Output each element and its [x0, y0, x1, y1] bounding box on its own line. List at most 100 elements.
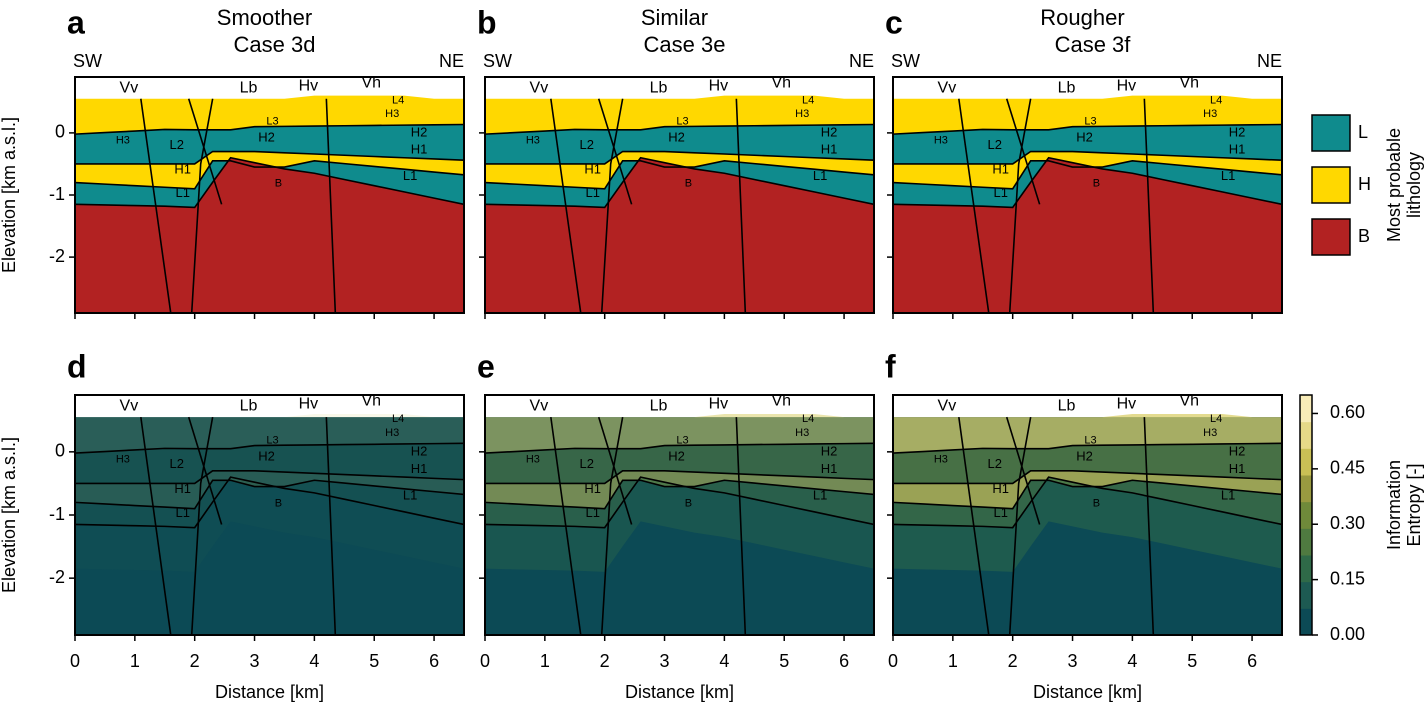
fault [735, 98, 747, 313]
fault [325, 417, 337, 635]
unit-label: B [1093, 178, 1100, 190]
x-tick-label: 3 [250, 651, 260, 671]
y-tick-label: -2 [49, 567, 65, 587]
panel-subtitle: Case 3f [1055, 32, 1132, 57]
panel-letter: d [67, 348, 87, 384]
unit-label: L3 [676, 434, 688, 446]
fault [597, 98, 633, 205]
colorbar-step [1300, 395, 1312, 423]
fault [1008, 416, 1032, 635]
unit-label: L2 [170, 456, 184, 471]
colorbar-tick-label: 0.30 [1330, 513, 1365, 533]
x-tick-label: 5 [1187, 651, 1197, 671]
unit-label: H3 [116, 134, 130, 146]
unit-label: L4 [1210, 413, 1222, 425]
fault [187, 416, 223, 525]
unit-label: Hv [299, 78, 319, 95]
unit-label: B [685, 178, 692, 190]
fault [735, 417, 747, 635]
entropy-band [485, 477, 874, 528]
panel-letter: a [67, 4, 85, 40]
colorbar-label: Entropy [-] [1404, 463, 1424, 546]
unit-label: H3 [385, 427, 399, 439]
unit-label: H1 [411, 461, 428, 476]
unit-label: L2 [580, 456, 594, 471]
y-axis-label: Elevation [km a.s.l.] [0, 437, 19, 593]
unit-label: H3 [795, 108, 809, 120]
fault [958, 416, 990, 635]
unit-label: H3 [795, 427, 809, 439]
x-tick-label: 2 [190, 651, 200, 671]
unit-label: L1 [993, 505, 1007, 520]
unit-label: L2 [170, 137, 184, 152]
legend-title: lithology [1404, 152, 1424, 218]
unit-label: H2 [1229, 443, 1246, 458]
unit-label: Hv [709, 396, 729, 413]
horizon [485, 479, 874, 510]
unit-label: Lb [650, 79, 668, 96]
legend-label: L [1358, 122, 1368, 142]
unit-label: H3 [116, 453, 130, 465]
fault [597, 416, 633, 525]
direction: NE [1257, 51, 1282, 71]
unit-label: L3 [266, 116, 278, 128]
horizon [485, 469, 874, 485]
horizon [75, 476, 464, 529]
colorbar-step [1300, 448, 1312, 476]
x-tick-label: 1 [948, 651, 958, 671]
unit-label: H1 [821, 142, 838, 157]
direction: SW [891, 51, 920, 71]
x-tick-label: 4 [719, 651, 729, 671]
unit-label: Hv [1117, 78, 1137, 95]
unit-label: L1 [585, 185, 599, 200]
panel-letter: c [885, 4, 903, 40]
fault [140, 98, 172, 313]
unit-label: H2 [821, 443, 838, 458]
panel-title: Rougher [1040, 5, 1124, 30]
horizon [893, 150, 1282, 165]
panel-letter: b [477, 4, 497, 40]
unit-label: Lb [650, 398, 668, 415]
unit-label: H1 [584, 481, 601, 496]
colorbar-tick-label: 0.00 [1330, 624, 1365, 644]
horizon [893, 469, 1282, 485]
x-tick-label: 4 [309, 651, 319, 671]
x-tick-label: 2 [600, 651, 610, 671]
fault [600, 98, 624, 313]
panel-subtitle: Case 3d [234, 32, 316, 57]
y-tick-label: 0 [55, 122, 65, 142]
unit-label: L1 [813, 168, 827, 183]
entropy-band [893, 443, 1282, 484]
colorbar-step [1300, 475, 1312, 503]
x-tick-label: 6 [839, 651, 849, 671]
x-axis-label: Distance [km] [1033, 682, 1142, 702]
colorbar-tick-label: 0.60 [1330, 402, 1365, 422]
unit-label: H3 [1203, 108, 1217, 120]
unit-label: H3 [385, 108, 399, 120]
x-tick-label: 0 [888, 651, 898, 671]
entropy-band [75, 413, 464, 454]
entropy-band [893, 477, 1282, 528]
fault [550, 98, 582, 313]
unit-label: H1 [1229, 142, 1246, 157]
entropy-band [75, 470, 464, 509]
unit-label: L1 [993, 185, 1007, 200]
unit-label: Vv [120, 79, 139, 96]
unit-label: H3 [1203, 427, 1217, 439]
x-axis-label: Distance [km] [215, 682, 324, 702]
entropy-band [485, 470, 874, 509]
unit-label: H2 [821, 124, 838, 139]
unit-label: L3 [676, 116, 688, 128]
legend-title: Most probable [1384, 128, 1404, 242]
unit [893, 157, 1282, 208]
unit-label: H2 [258, 448, 275, 463]
unit-label: L3 [1084, 116, 1096, 128]
legend-swatch [1311, 166, 1351, 204]
x-tick-label: 4 [1127, 651, 1137, 671]
horizon [485, 150, 874, 165]
horizon [485, 156, 874, 209]
horizon [75, 150, 464, 165]
